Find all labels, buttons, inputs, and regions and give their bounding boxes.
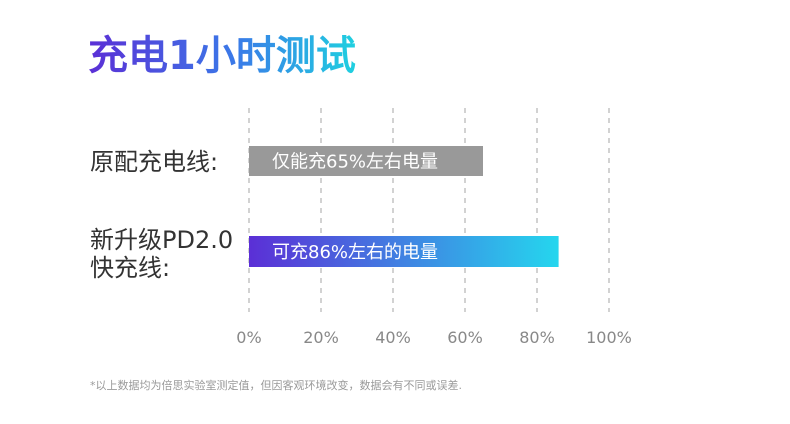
x-tick-label-5: 100%: [586, 328, 632, 347]
bar-label-0: 仅能充65%左右电量: [272, 152, 438, 173]
x-tick-label-2: 40%: [375, 328, 411, 347]
footnote: *以上数据均为倍思实验室测定值，但因客观环境改变，数据会有不同或误差.: [90, 379, 462, 392]
x-tick-label-3: 60%: [447, 328, 483, 347]
x-tick-label-0: 0%: [236, 328, 261, 347]
bar-label-1: 可充86%左右的电量: [272, 242, 438, 263]
bar-1: [249, 236, 559, 267]
x-tick-label-4: 80%: [519, 328, 555, 347]
category-label-1-0: 新升级PD2.0: [90, 226, 233, 254]
bar-0: [249, 146, 483, 176]
chart-title: 充电1小时测试: [88, 30, 356, 82]
x-tick-label-1: 20%: [303, 328, 339, 347]
category-label-0-0: 原配充电线:: [90, 148, 218, 176]
category-label-1-1: 快充线:: [90, 254, 170, 282]
